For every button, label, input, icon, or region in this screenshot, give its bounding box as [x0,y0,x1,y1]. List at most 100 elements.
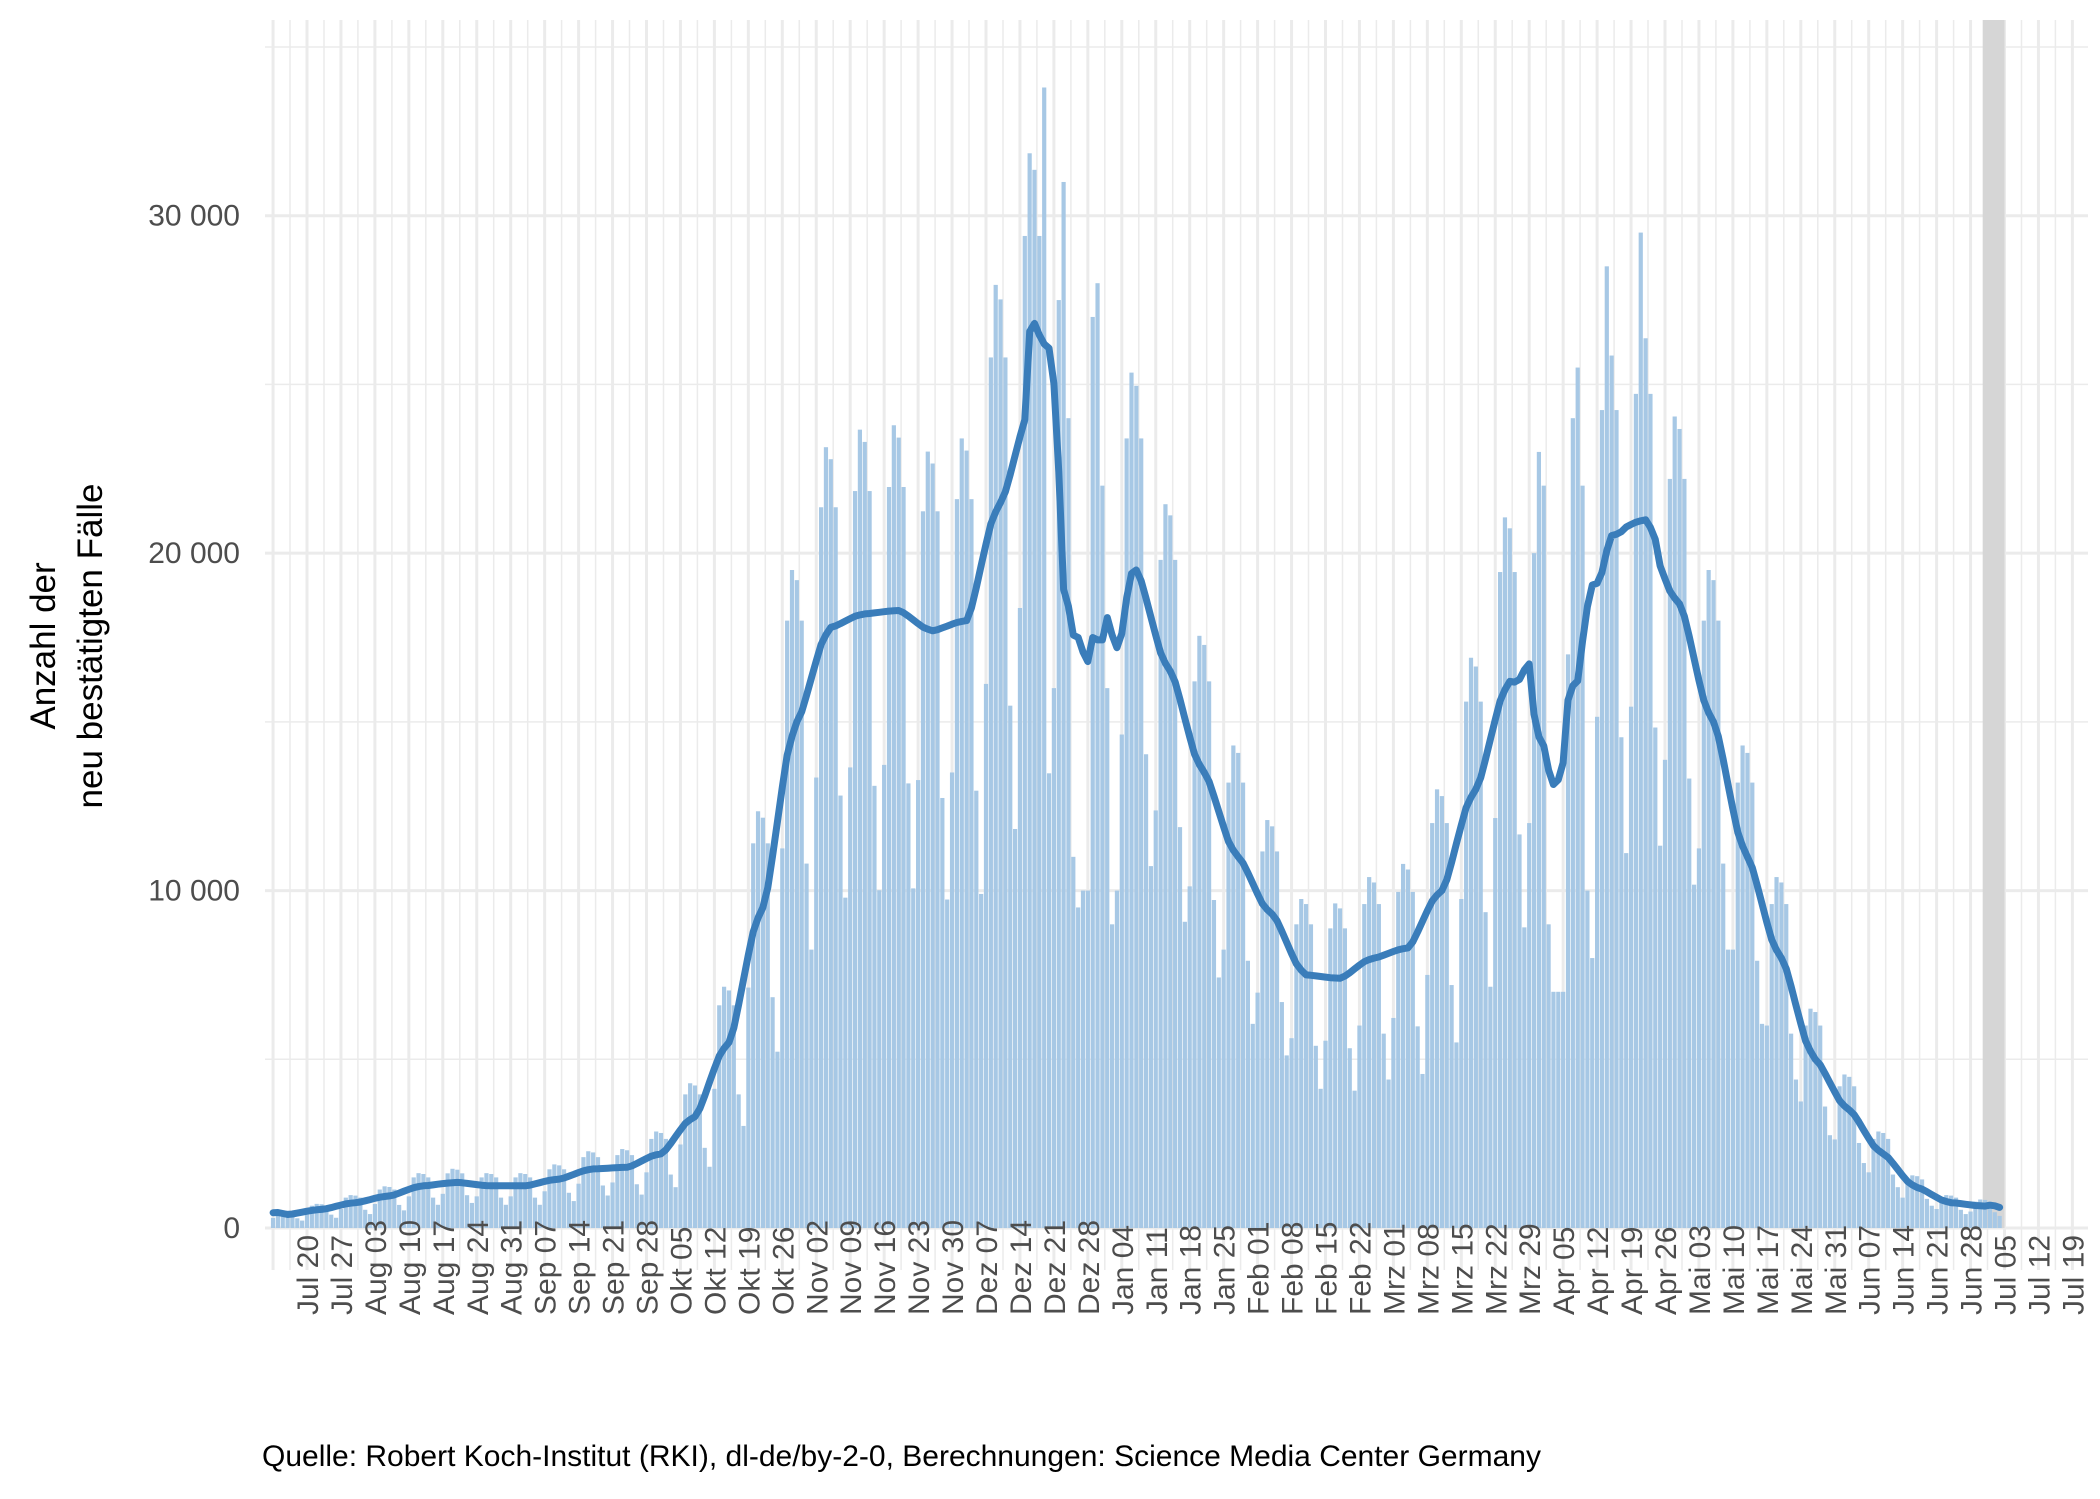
x-tick-label: Mrz 15 [1446,1223,1479,1315]
bar [697,1094,702,1228]
source-caption: Quelle: Robert Koch-Institut (RKI), dl-d… [262,1440,1541,1473]
bar [692,1085,698,1228]
bar [1944,1195,1949,1228]
bar [1488,986,1493,1228]
bar [1032,169,1037,1229]
bar [1580,485,1585,1229]
bar [1633,393,1638,1228]
bar [683,1094,688,1228]
bar [673,1187,678,1228]
bar [372,1203,377,1228]
bar [440,1193,445,1228]
bar [445,1173,450,1228]
bar [586,1151,591,1228]
y-tick-label: 30 000 [148,200,240,233]
bar [1628,706,1634,1228]
bar [1861,1163,1866,1228]
bar [1556,991,1561,1228]
bar [1585,890,1590,1228]
bar [1575,367,1580,1228]
bar [1716,620,1721,1228]
bar [367,1214,373,1228]
bar [1813,1012,1818,1228]
bar [334,1217,339,1228]
bar [1352,1090,1357,1228]
bar [634,1184,639,1228]
incomplete-band [1982,20,2005,1228]
bar [751,843,756,1228]
bar [615,1155,620,1228]
x-tick-label: Aug 31 [496,1220,529,1315]
bar [1376,904,1381,1228]
bar [1658,845,1663,1228]
bar [304,1214,310,1228]
bar [1789,1033,1794,1228]
bar [1541,485,1546,1229]
bar [537,1204,542,1228]
bar [1017,607,1023,1228]
bar [1701,620,1706,1228]
bar [532,1197,538,1228]
bar [581,1157,586,1228]
bar [1105,688,1110,1228]
bar [1003,357,1008,1228]
bar [1900,1197,1905,1228]
bar [1468,657,1474,1228]
bar [702,1147,707,1228]
x-tick-label: Feb 15 [1311,1222,1344,1315]
x-tick-label: Dez 21 [1039,1220,1072,1315]
x-axis-ticks: Jul 20 Jul 27 Aug 03 Aug 10 Aug 17 Aug 24 Aug … [292,1220,2090,1315]
bar [1168,515,1173,1228]
bar [983,683,989,1228]
bar [852,491,858,1228]
bar [1531,553,1537,1228]
bar [300,1220,305,1228]
bar [1323,1040,1328,1228]
bar [964,450,969,1228]
bar [1143,754,1149,1228]
bar [896,437,901,1228]
bar [649,1138,654,1228]
bar [1696,848,1702,1228]
bar [1910,1175,1915,1228]
bar [605,1195,610,1228]
bar [1134,385,1139,1228]
bar [474,1196,479,1228]
bar [717,1005,722,1228]
bar [363,1209,368,1228]
bar [1163,504,1168,1229]
bar [1536,451,1541,1228]
bar [886,487,892,1229]
bar [1158,559,1163,1228]
bar [1114,890,1120,1228]
bar [1207,681,1212,1228]
bar [329,1214,334,1228]
bar [1963,1214,1968,1228]
bar [285,1210,290,1228]
bar [295,1218,300,1228]
bar [760,817,765,1228]
bar [785,620,790,1228]
bar [1260,851,1265,1228]
bar [1648,393,1653,1228]
bar [1881,1132,1886,1228]
bar [1599,410,1605,1229]
x-tick-label: Jul 27 [326,1235,359,1315]
bar [712,1088,717,1228]
bar [1662,759,1668,1228]
bar [1682,478,1687,1228]
x-tick-label: Mrz 29 [1514,1223,1547,1315]
bar [508,1196,513,1228]
x-tick-label: Okt 05 [665,1227,698,1315]
bar [731,1005,736,1228]
bar [1793,1079,1799,1228]
x-tick-label: Jan 18 [1175,1225,1208,1315]
bar [464,1195,470,1228]
bar [838,795,843,1228]
bar [1250,1023,1255,1228]
bar [1192,681,1197,1228]
bar [1396,891,1401,1228]
bar [1483,912,1488,1228]
bar [392,1189,397,1228]
bar [1924,1198,1929,1228]
